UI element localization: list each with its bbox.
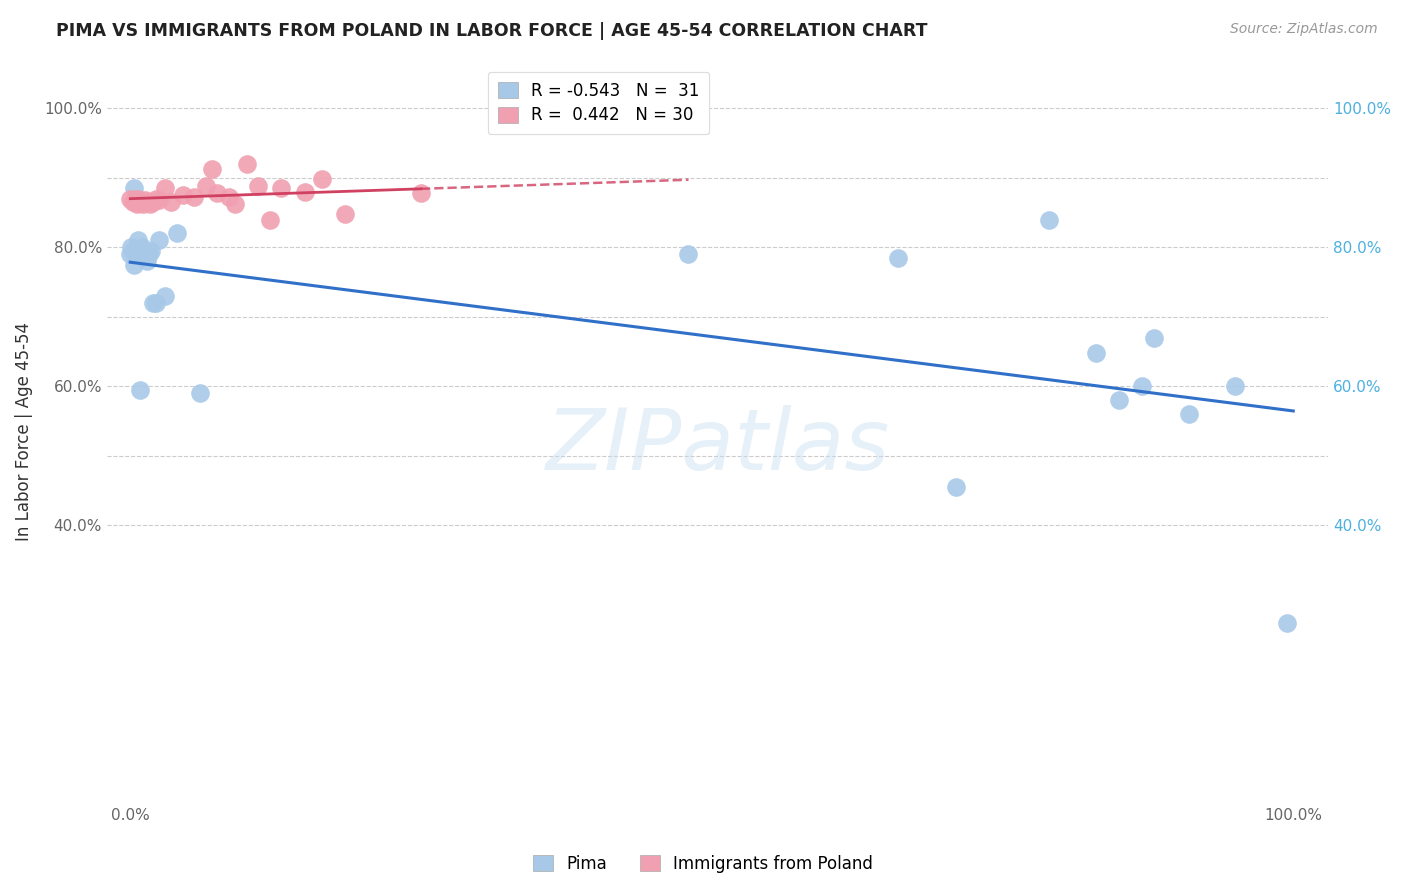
Point [136,195,159,210]
Point [153,181,176,195]
Point [134,247,156,261]
Point [1177,407,1199,421]
Point [172,188,194,202]
Point [128,383,150,397]
Point [124,192,146,206]
Point [145,296,167,310]
Point [1108,393,1130,408]
Point [132,197,155,211]
Point [335,207,357,221]
Point [409,186,432,200]
Point [142,195,165,210]
Point [887,251,910,265]
Legend: R = -0.543   N =  31, R =  0.442   N = 30: R = -0.543 N = 31, R = 0.442 N = 30 [488,71,710,135]
Point [129,247,152,261]
Text: PIMA VS IMMIGRANTS FROM POLAND IN LABOR FORCE | AGE 45-54 CORRELATION CHART: PIMA VS IMMIGRANTS FROM POLAND IN LABOR … [56,22,928,40]
Point [142,296,165,310]
Point [148,233,170,247]
Point [166,227,188,241]
Point [235,157,257,171]
Point [1143,331,1166,345]
Point [141,244,163,258]
Point [224,197,246,211]
Point [194,179,217,194]
Point [1223,379,1246,393]
Point [678,247,700,261]
Point [125,247,148,261]
Point [120,240,142,254]
Point [270,181,292,195]
Point [218,190,240,204]
Point [131,240,153,254]
Point [121,195,143,210]
Point [1038,212,1060,227]
Point [207,186,229,200]
Legend: Pima, Immigrants from Poland: Pima, Immigrants from Poland [526,848,880,880]
Point [183,190,205,204]
Point [294,185,316,199]
Point [201,162,224,177]
Point [1084,346,1107,360]
Point [127,192,149,206]
Point [945,480,967,494]
Point [153,289,176,303]
Point [311,172,333,186]
Point [129,195,152,210]
Point [259,212,281,227]
Point [138,247,160,261]
Point [121,244,143,258]
Point [120,247,142,261]
Point [139,197,162,211]
Text: ZIPatlas: ZIPatlas [546,405,890,488]
Point [120,192,142,206]
Point [1130,379,1153,393]
Point [135,254,157,268]
Text: Source: ZipAtlas.com: Source: ZipAtlas.com [1230,22,1378,37]
Y-axis label: In Labor Force | Age 45-54: In Labor Force | Age 45-54 [15,322,32,541]
Point [127,233,149,247]
Point [148,193,170,207]
Point [122,258,145,272]
Point [134,193,156,207]
Point [1277,615,1299,630]
Point [188,386,211,401]
Point [145,192,167,206]
Point [122,181,145,195]
Point [160,195,183,210]
Point [247,179,270,194]
Point [127,197,149,211]
